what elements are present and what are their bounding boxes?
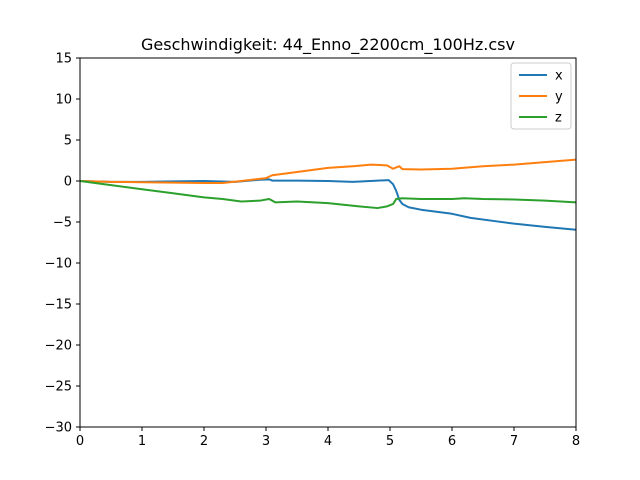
y-tick-label: 15 [55, 52, 72, 67]
x-axis-ticks: 0 1 2 3 4 5 6 7 8 [76, 427, 580, 449]
x-tick-label: 7 [510, 434, 518, 449]
legend-label-x: x [555, 69, 563, 84]
series-line-y [79, 158, 577, 185]
y-tick-label: 10 [55, 93, 72, 108]
y-tick-label: −15 [45, 298, 72, 313]
axes-frame [79, 57, 577, 428]
chart-title: Geschwindigkeit: 44_Enno_2200cm_100Hz.cs… [141, 35, 515, 55]
x-tick-label: 1 [138, 434, 146, 449]
x-tick-label: 3 [262, 434, 270, 449]
x-tick-label: 8 [572, 434, 580, 449]
series-line-x [79, 178, 577, 231]
series-line-z [79, 180, 577, 210]
x-tick-label: 4 [324, 434, 332, 449]
series-layer [79, 158, 577, 231]
y-axis-ticks: 15 10 5 0 −5 −10 −15 −20 −25 −30 [45, 52, 80, 436]
y-tick-label: −30 [45, 421, 72, 436]
y-tick-label: 5 [64, 134, 72, 149]
x-tick-label: 5 [386, 434, 394, 449]
y-tick-label: 0 [64, 175, 72, 190]
y-tick-label: −10 [45, 257, 72, 272]
x-tick-label: 6 [448, 434, 456, 449]
x-tick-label: 2 [200, 434, 208, 449]
y-tick-label: −20 [45, 339, 72, 354]
legend-label-y: y [555, 90, 563, 105]
x-tick-label: 0 [76, 434, 84, 449]
legend: xyz [510, 62, 572, 130]
y-tick-label: −25 [45, 380, 72, 395]
y-tick-label: −5 [53, 216, 72, 231]
legend-label-z: z [555, 111, 562, 126]
